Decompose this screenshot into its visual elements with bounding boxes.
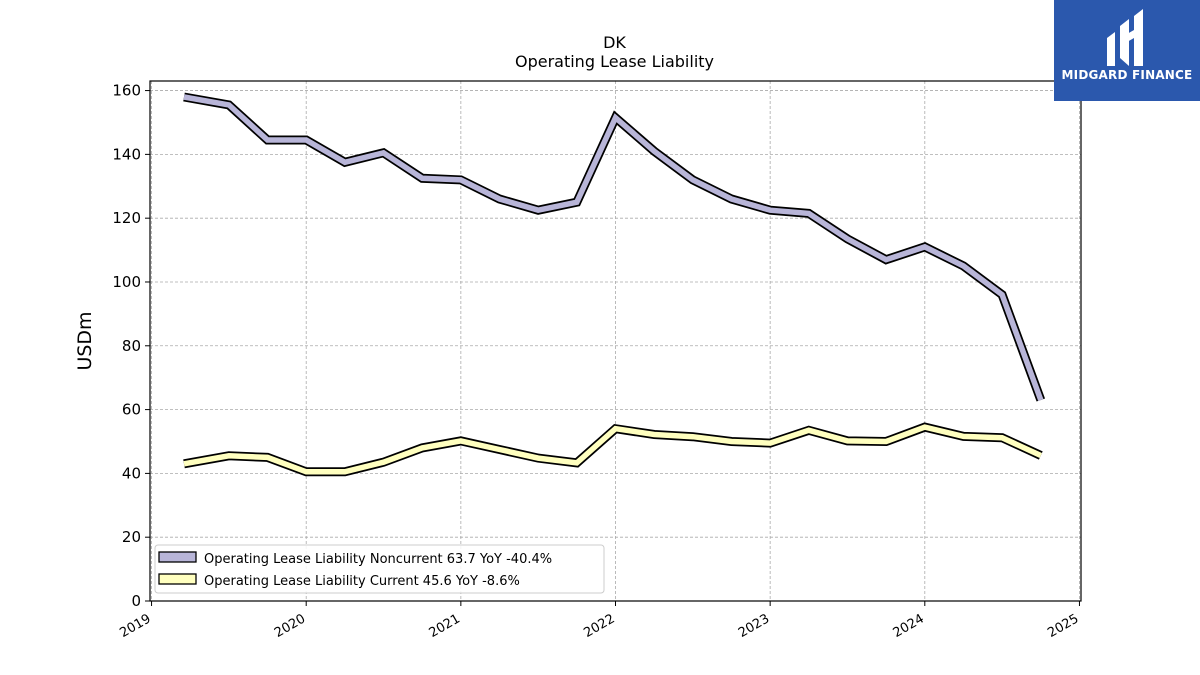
legend-label-noncurrent: Operating Lease Liability Noncurrent 63.… <box>204 552 552 567</box>
y-tick-label: 160 <box>112 82 141 100</box>
chart-subtitle: Operating Lease Liability <box>515 52 714 71</box>
x-tick-label: 2025 <box>1045 611 1081 641</box>
x-tick-label: 2019 <box>117 611 153 641</box>
series-line-1 <box>183 424 1042 475</box>
logo-mark-icon <box>1107 9 1143 66</box>
series-lines <box>183 92 1046 477</box>
y-tick-label: 60 <box>122 401 141 419</box>
x-tick-label: 2023 <box>736 611 772 641</box>
legend: Operating Lease Liability Noncurrent 63.… <box>154 544 605 594</box>
y-axis-label: USDm <box>74 311 96 370</box>
x-tick-label: 2021 <box>427 611 463 641</box>
x-tick-label: 2024 <box>891 611 927 641</box>
y-tick-label: 40 <box>122 464 141 482</box>
y-tick-label: 100 <box>112 273 141 291</box>
x-tick-label: 2020 <box>272 611 308 641</box>
y-tick-label: 80 <box>122 337 141 355</box>
y-tick-label: 0 <box>131 592 141 610</box>
y-axis: 0 20 40 60 80 100 120 140 160 <box>112 82 150 610</box>
logo-text: MIDGARD FINANCE <box>1061 68 1193 82</box>
x-tick-label: 2022 <box>581 611 617 641</box>
x-axis: 2019 2020 2021 2022 2023 2024 2025 <box>117 601 1081 641</box>
chart-title: DK <box>603 33 626 52</box>
grid <box>150 81 1081 602</box>
series-line-0 <box>183 94 1044 401</box>
legend-swatch-current <box>158 573 197 585</box>
y-tick-label: 20 <box>122 528 141 546</box>
legend-swatch-noncurrent <box>158 551 197 563</box>
y-tick-label: 140 <box>112 145 141 163</box>
legend-label-current: Operating Lease Liability Current 45.6 Y… <box>204 574 520 589</box>
brand-logo: MIDGARD FINANCE <box>1054 0 1200 101</box>
y-tick-label: 120 <box>112 209 141 227</box>
legend-box <box>154 544 605 594</box>
